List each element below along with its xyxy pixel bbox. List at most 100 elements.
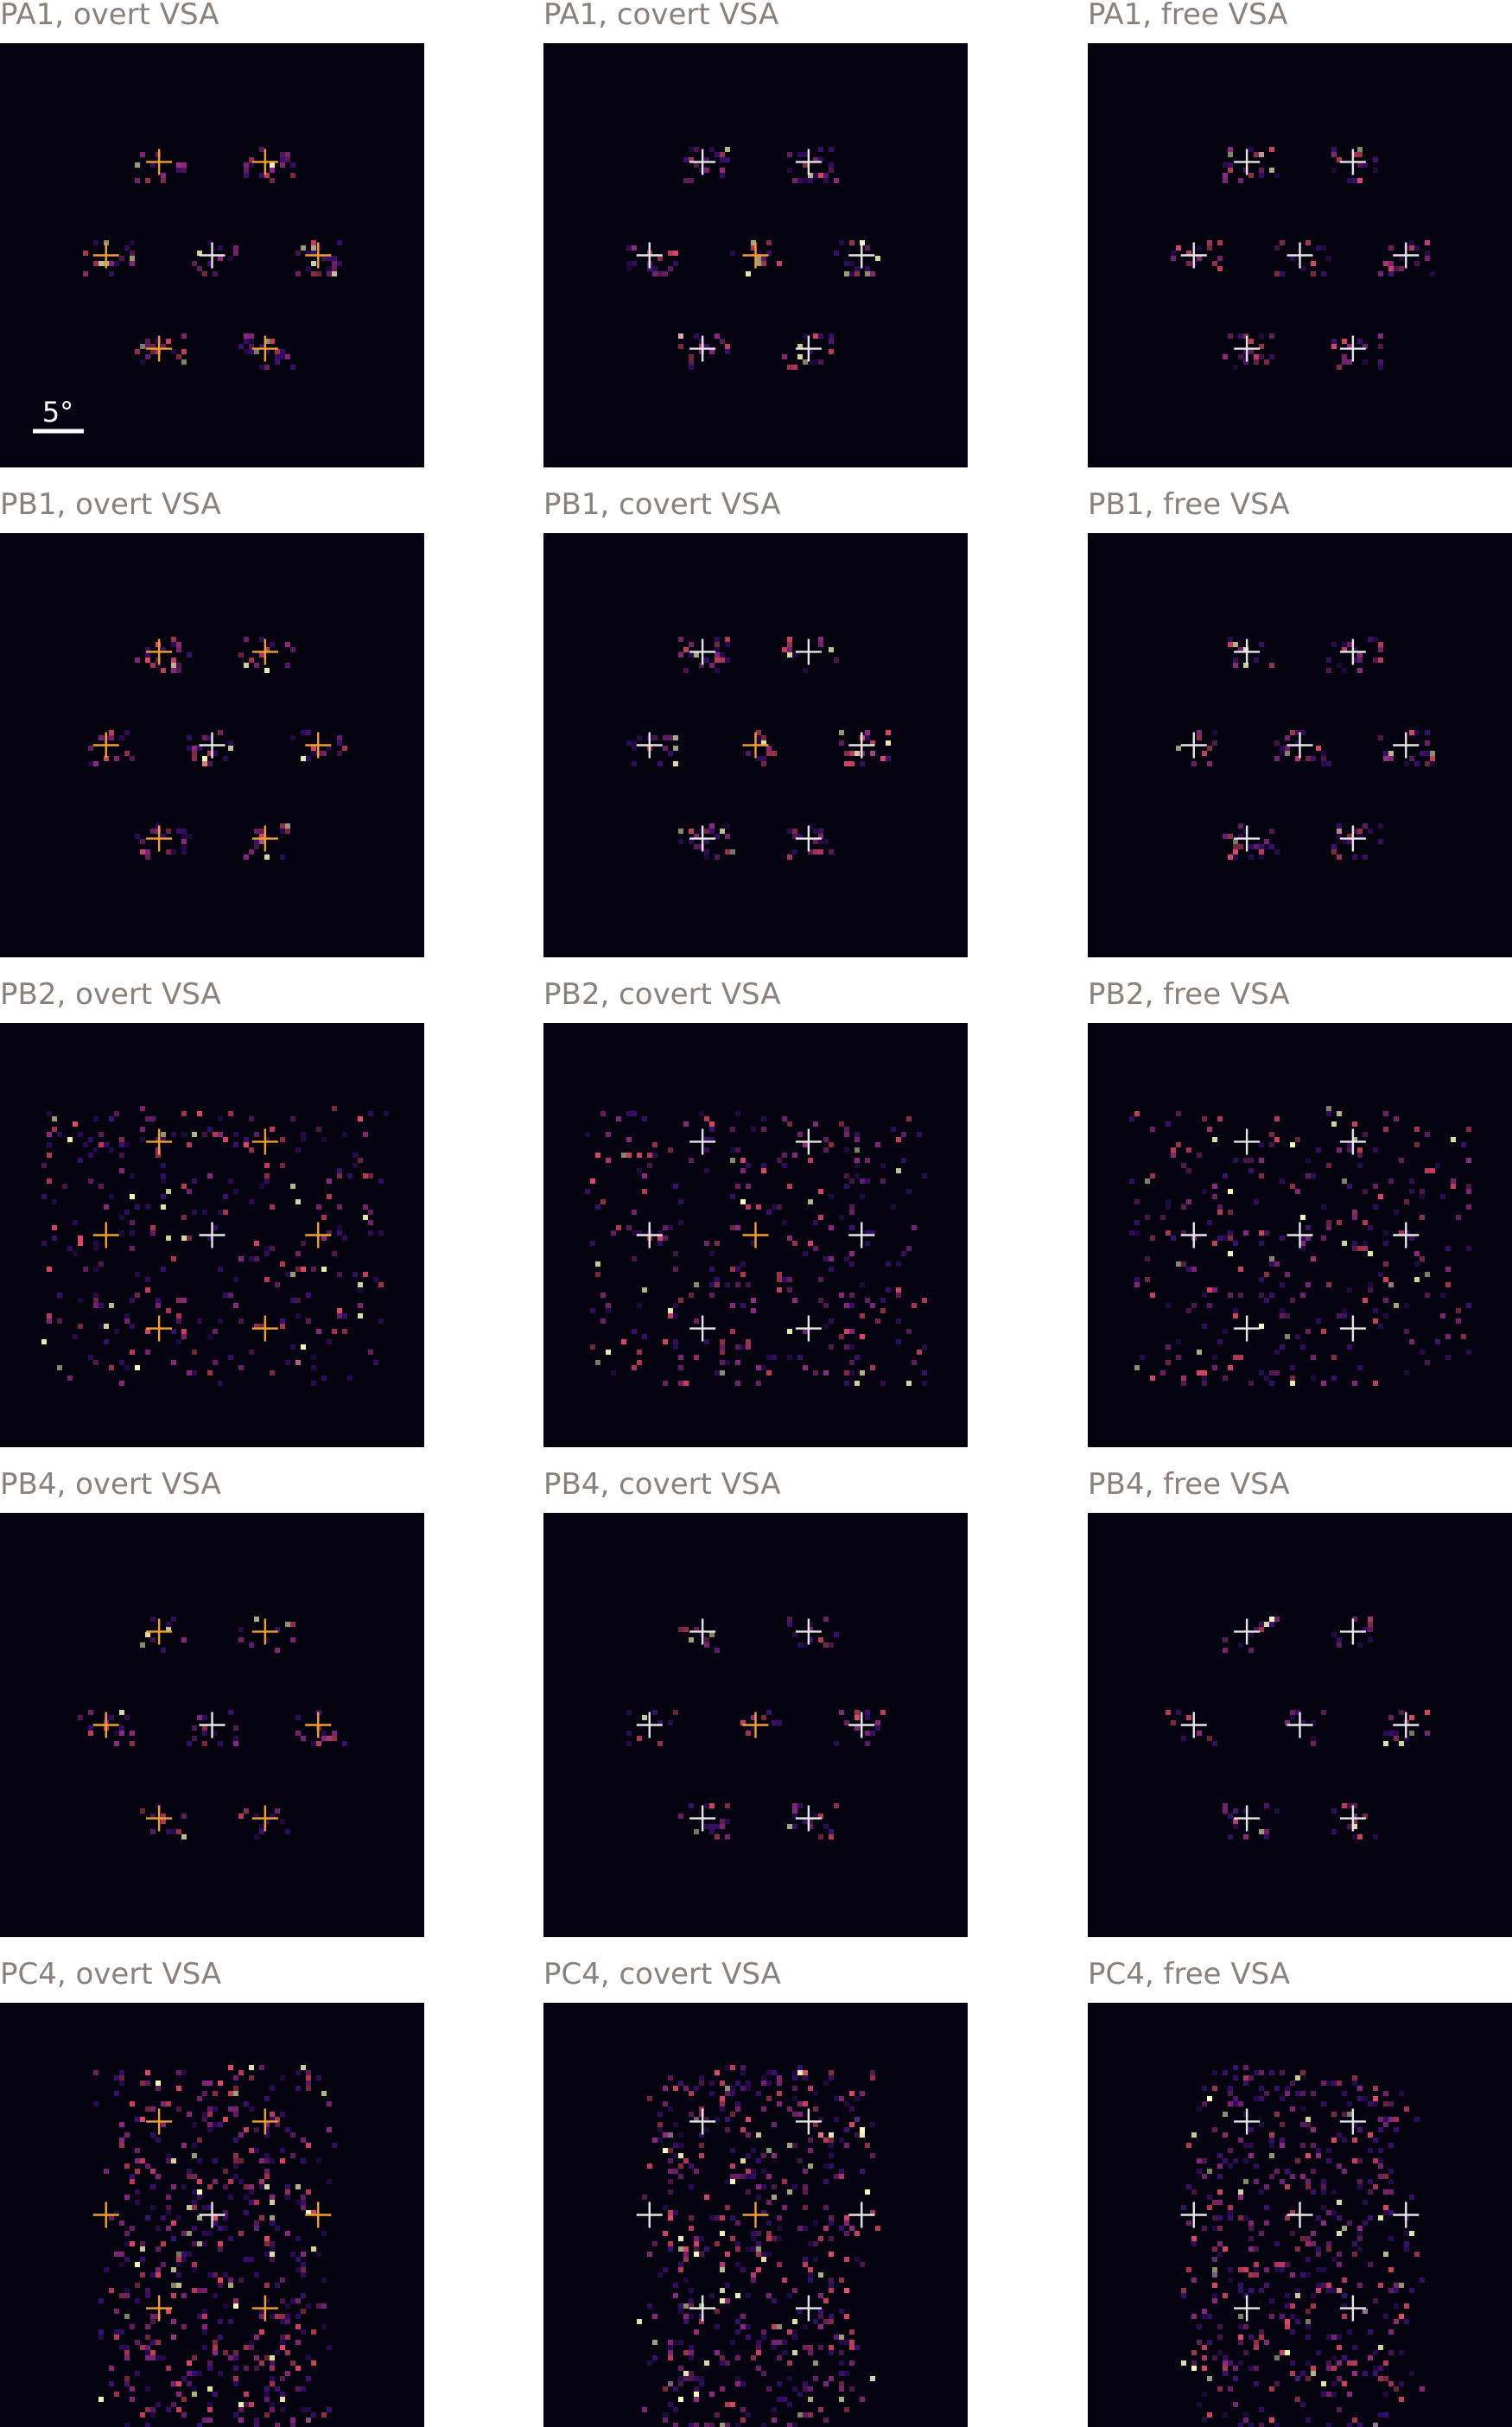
heat-pixel — [1326, 658, 1331, 663]
heat-pixel — [202, 2091, 207, 2096]
heat-pixels — [83, 147, 342, 370]
heat-pixel — [865, 271, 870, 276]
heat-pixel — [1347, 1287, 1352, 1293]
heat-pixel — [1285, 2293, 1290, 2298]
heat-pixel — [124, 1318, 130, 1324]
heat-pixel — [792, 1241, 797, 1246]
heat-pixel — [1280, 271, 1285, 276]
heat-pixel — [1228, 334, 1233, 339]
heat-pixel — [761, 1116, 766, 1121]
heat-pixel — [689, 2303, 694, 2309]
heat-pixel — [161, 2262, 166, 2267]
heat-pixel — [1451, 1179, 1456, 1184]
heat-pixel — [171, 1617, 176, 1622]
heat-pixel — [673, 261, 678, 266]
heat-pixel — [1321, 1710, 1326, 1715]
heat-pixel — [98, 1142, 104, 1147]
heat-pixel — [270, 1370, 275, 1376]
heat-pixel — [854, 1725, 860, 1731]
heat-pixel — [699, 2081, 704, 2086]
heat-pixel — [1207, 2195, 1212, 2200]
heat-pixel — [218, 2278, 223, 2283]
heat-pixel — [249, 2189, 254, 2195]
target-cross-icon — [1180, 732, 1207, 759]
heat-pixel — [886, 1287, 891, 1293]
heat-pixel — [166, 1622, 171, 1627]
heat-pixel — [275, 2226, 280, 2231]
heat-pixel — [337, 240, 342, 245]
heat-pixel — [829, 2221, 834, 2226]
heat-pixel — [156, 2267, 161, 2272]
heat-pixel — [699, 2153, 704, 2158]
heat-pixel — [114, 2309, 119, 2314]
heat-pixel — [756, 2241, 761, 2246]
heat-pixel — [119, 2075, 124, 2081]
heat-pixel — [663, 2148, 668, 2153]
heat-pixel — [275, 2386, 280, 2392]
heat-pixel — [730, 2163, 735, 2169]
panel-title: PC4, overt VSA — [0, 1957, 222, 1992]
heat-pixel — [1233, 2402, 1238, 2407]
heat-pixel — [1264, 2340, 1269, 2345]
heat-pixel — [259, 2158, 264, 2163]
heat-pixel — [207, 2122, 213, 2127]
heat-pixel — [865, 2143, 870, 2148]
heat-pixel — [98, 1324, 104, 1329]
heat-pixel — [922, 1370, 927, 1376]
heat-pixel — [1331, 2335, 1337, 2340]
heat-pixel — [1373, 2423, 1378, 2427]
heat-pixel — [1223, 178, 1228, 183]
heat-pixel — [52, 1199, 57, 1204]
heat-pixel — [337, 740, 342, 746]
heat-pixel — [93, 240, 98, 245]
heat-pixel — [813, 1370, 818, 1376]
heat-pixel — [1352, 152, 1357, 157]
heat-pixel — [1238, 2324, 1243, 2329]
heat-pixel — [606, 1303, 611, 1308]
heat-pixel — [787, 168, 792, 173]
heat-pixel — [342, 1741, 347, 1746]
heat-pixel — [772, 2153, 777, 2158]
heat-pixel — [1197, 2340, 1202, 2345]
heat-pixel — [1248, 2143, 1254, 2148]
heatmap — [1088, 43, 1512, 467]
heat-pixel — [1285, 2350, 1290, 2355]
heat-pixel — [912, 1225, 917, 1230]
heat-pixel — [124, 2132, 130, 2138]
heat-pixel — [1363, 823, 1368, 829]
heat-pixel — [1238, 178, 1243, 183]
heat-pixel — [280, 2397, 285, 2402]
heat-pixel — [275, 1808, 280, 1814]
heatmap — [543, 1513, 968, 1937]
heat-pixel — [689, 1803, 694, 1808]
heat-pixel — [704, 855, 709, 860]
heat-pixel — [1259, 1622, 1264, 1627]
heat-pixel — [1342, 2138, 1347, 2143]
heat-pixel — [694, 2329, 699, 2335]
heat-pixel — [161, 178, 166, 183]
heat-pixel — [1357, 2226, 1363, 2231]
heat-pixel — [1357, 1147, 1363, 1153]
heat-pixel — [213, 2158, 218, 2163]
heat-pixel — [823, 1824, 829, 1829]
heat-pixel — [264, 2169, 270, 2174]
heat-pixel — [1186, 1267, 1191, 1272]
heat-pixel — [1363, 855, 1368, 860]
heat-pixel — [1306, 1236, 1311, 1241]
heat-pixel — [280, 1324, 285, 1329]
panel-title: PA1, overt VSA — [0, 0, 219, 32]
heat-pixel — [777, 2236, 782, 2241]
heat-pixel — [1290, 1184, 1295, 1189]
heat-pixel — [1238, 1355, 1243, 1360]
heat-pixel — [1394, 2117, 1399, 2122]
heat-pixel — [1409, 2371, 1414, 2376]
heat-pixel — [321, 2412, 327, 2417]
heat-pixel — [709, 2423, 715, 2427]
heat-pixel — [1373, 2096, 1378, 2101]
heat-pixel — [244, 173, 249, 178]
heat-pixel — [725, 344, 730, 349]
heat-pixels — [637, 2065, 880, 2427]
heat-pixel — [735, 1111, 740, 1116]
heat-pixel — [1269, 2417, 1274, 2423]
heat-pixel — [228, 746, 233, 751]
